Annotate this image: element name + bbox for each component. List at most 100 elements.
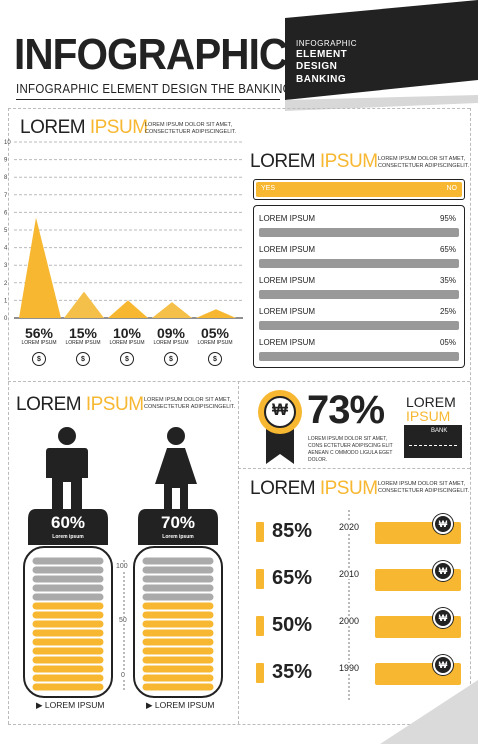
section5-desc-1: LOREM IPSUM DOLOR SIT AMET, [378, 481, 465, 487]
coin [31, 664, 105, 674]
percent-label: 09% [156, 325, 186, 341]
timeline-percent: 85% [272, 520, 313, 542]
coin [141, 592, 215, 602]
coin-stack-graphic [23, 509, 113, 698]
section1-title-b: IPSUM [89, 117, 148, 138]
male-person-icon [46, 427, 88, 510]
y-tick-label: 10 [4, 140, 11, 146]
timeline-year: 2010 [338, 569, 361, 579]
coin [31, 574, 105, 584]
coin [31, 565, 105, 575]
section2-title-a: LOREM [250, 151, 316, 172]
area-peak [19, 217, 61, 318]
timeline-year: 2020 [338, 522, 361, 532]
area-peak [196, 309, 236, 318]
coin [31, 592, 105, 602]
timeline-row: 65% 2010 ₩ [240, 557, 470, 597]
badge-percent: 73% [307, 388, 385, 432]
section1-title-a: LOREM [20, 117, 86, 138]
percent-caption: LOREM IPSUM [65, 340, 101, 346]
y-tick-label: 1 [4, 298, 8, 304]
header-gray-band [285, 95, 478, 111]
badge-desc: LOREM IPSUM DOLOR SIT AMET, CONS ECTETUE… [308, 436, 393, 463]
timeline-percent: 50% [272, 614, 313, 636]
medal-symbol: ₩ [271, 400, 289, 419]
header-underline [16, 99, 280, 100]
y-tick-label: 8 [4, 175, 8, 181]
section2-title: LOREM IPSUM [250, 151, 378, 173]
section2-title-b: IPSUM [319, 151, 378, 172]
yes-no-bar: YES NO [253, 179, 465, 200]
row-bar [259, 228, 459, 237]
header-dark-banner [285, 0, 478, 100]
coin-stack-male [22, 505, 114, 705]
section1-title: LOREM IPSUM [20, 117, 148, 139]
male-caption: Lorem ipsum [52, 534, 84, 540]
coin [31, 583, 105, 593]
won-coin-icon: ₩ [433, 655, 453, 675]
female-person-icon [155, 427, 197, 510]
area-chart-percent-labels: 56% LOREM IPSUM $15% LOREM IPSUM $10% LOREM I… [0, 325, 245, 385]
female-bottom-label-text: LOREM IPSUM [154, 700, 215, 710]
timeline-row: 35% 1990 ₩ [240, 651, 470, 691]
header-badge-line1: INFOGRAPHIC [296, 39, 358, 48]
pedestal [138, 509, 218, 545]
coin [31, 655, 105, 665]
timeline-row: 50% 2000 ₩ [240, 604, 470, 644]
divider-top [8, 108, 470, 109]
section1-desc-2: CONSECTETUER ADIPISCINGELIT. [145, 129, 237, 135]
coin [141, 610, 215, 620]
header-badge-line3: DESIGN [296, 61, 338, 72]
coin [141, 682, 215, 692]
coin [31, 619, 105, 629]
coin [31, 601, 105, 611]
coin [141, 601, 215, 611]
coin [141, 574, 215, 584]
row-label: LOREM IPSUM [259, 245, 316, 254]
yes-label: YES [261, 185, 276, 192]
percent-label: 15% [68, 325, 98, 341]
area-chart-column-label: 10% LOREM IPSUM $ [105, 325, 149, 366]
row-bar [259, 321, 459, 330]
row-label: LOREM IPSUM [259, 214, 316, 223]
section3-desc: LOREM IPSUM DOLOR SIT AMET, CONSECTETUER… [144, 397, 235, 411]
coin-stack-graphic [133, 509, 223, 698]
section1-desc-1: LOREM IPSUM DOLOR SIT AMET, [145, 122, 232, 128]
coin [31, 682, 105, 692]
coin [31, 646, 105, 656]
coin [31, 637, 105, 647]
header-subtitle: INFOGRAPHIC ELEMENT DESIGN THE BANKING [16, 82, 292, 96]
area-chart-column-label: 09% LOREM IPSUM $ [149, 325, 193, 366]
percent-caption: LOREM IPSUM [21, 340, 57, 346]
dollar-coin-icon: $ [76, 352, 90, 366]
percent-label: 05% [200, 325, 230, 341]
row-label: LOREM IPSUM [259, 307, 316, 316]
scale-0: 0 [121, 672, 125, 679]
timeline-marker [256, 569, 264, 589]
row-bar [259, 290, 459, 299]
y-tick-label: 2 [4, 281, 8, 287]
section5-desc: LOREM IPSUM DOLOR SIT AMET, CONSECTETUER… [378, 481, 469, 495]
badge-label2: IPSUM [406, 408, 451, 424]
area-peak [108, 300, 148, 318]
timeline-year: 2000 [338, 616, 361, 626]
row-value: 25% [439, 307, 456, 316]
pedestal [28, 509, 108, 545]
scale-50: 50 [119, 617, 127, 624]
timeline-dots [348, 510, 350, 700]
timeline-marker [256, 616, 264, 636]
divider-mid [8, 381, 470, 382]
bank-label: BANK [431, 428, 448, 434]
scale-dots [123, 560, 125, 690]
bank-card-dashes [409, 445, 457, 446]
row-value: 35% [439, 276, 456, 285]
coin [31, 673, 105, 683]
section3-title-a: LOREM [16, 394, 82, 415]
divider-center-bottom [238, 381, 239, 724]
female-caption: Lorem ipsum [162, 534, 194, 540]
section2-desc-2: CONSECTETUER ADIPISCINGELIT. [378, 163, 470, 169]
coin [141, 673, 215, 683]
y-tick-label: 7 [4, 193, 8, 199]
coin [31, 610, 105, 620]
timeline: 85% 2020 ₩65% 2010 ₩50% 2000 ₩35% 1990 ₩ [240, 510, 470, 710]
